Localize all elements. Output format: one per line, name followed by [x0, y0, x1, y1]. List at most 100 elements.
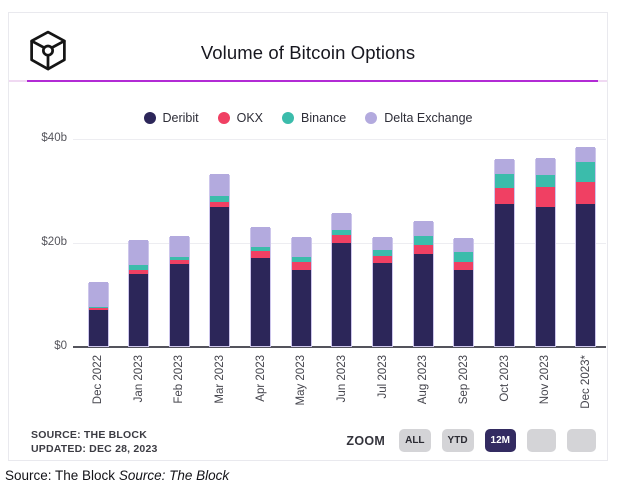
bar-segment-deribit[interactable] [210, 206, 230, 346]
bar-segment-okx[interactable] [88, 307, 108, 311]
bar-segment-deribit[interactable] [251, 258, 271, 346]
legend-item-deribit[interactable]: Deribit [143, 111, 199, 125]
source-caption-normal: Source: The Block [5, 468, 116, 483]
bar-segment-deribit[interactable] [88, 310, 108, 346]
page-title: Volume of Bitcoin Options [200, 42, 416, 63]
x-axis-label: Jun 2023 [335, 355, 348, 403]
bar-segment-okx[interactable] [332, 235, 352, 243]
bar-segment-deribit[interactable] [169, 263, 189, 346]
legend-label: Deribit [162, 111, 199, 125]
bar-segment-delta-exchange[interactable] [413, 221, 433, 236]
bar-segment-deribit[interactable] [413, 254, 433, 346]
bar-segment-binance[interactable] [576, 162, 596, 182]
y-axis-tick: $0 [54, 340, 67, 352]
bar-segment-binance[interactable] [535, 175, 555, 188]
bar-jul-2023[interactable] [372, 236, 394, 347]
zoom-button-ytd[interactable]: YTD [441, 429, 474, 452]
bar-dec-2022[interactable] [87, 281, 109, 347]
zoom-button-12m[interactable]: 12M [484, 429, 516, 452]
bar-segment-deribit[interactable] [291, 270, 311, 346]
bar-segment-delta-exchange[interactable] [332, 213, 352, 230]
bar-segment-delta-exchange[interactable] [454, 237, 474, 253]
zoom-button-blank[interactable] [567, 429, 596, 452]
bar-segment-binance[interactable] [454, 252, 474, 262]
x-axis-label: Dec 2023* [579, 355, 592, 409]
legend-dot-icon [217, 112, 230, 124]
bar-segment-delta-exchange[interactable] [495, 158, 515, 175]
legend-label: Binance [301, 111, 347, 125]
bar-segment-binance[interactable] [129, 265, 149, 270]
bar-segment-binance[interactable] [332, 229, 352, 236]
bar-apr-2023[interactable] [250, 227, 272, 347]
bar-segment-deribit[interactable] [129, 273, 149, 346]
bar-segment-binance[interactable] [495, 174, 515, 188]
bar-segment-okx[interactable] [251, 250, 271, 259]
x-axis-label: Jan 2023 [132, 355, 145, 403]
bar-segment-deribit[interactable] [454, 270, 474, 346]
bar-segment-okx[interactable] [495, 187, 515, 204]
bar-segment-delta-exchange[interactable] [88, 281, 108, 307]
bar-segment-deribit[interactable] [332, 242, 352, 346]
x-axis-label: May 2023 [295, 355, 308, 406]
x-axis-label: Oct 2023 [498, 355, 511, 402]
updated-line: UPDATED: DEC 28, 2023 [31, 443, 158, 455]
bar-segment-okx[interactable] [413, 245, 433, 255]
legend-item-okx[interactable]: OKX [217, 111, 263, 125]
bar-jun-2023[interactable] [331, 213, 353, 347]
bar-segment-okx[interactable] [169, 259, 189, 264]
the-block-logo-icon [30, 30, 66, 71]
bar-segment-okx[interactable] [373, 256, 393, 263]
zoom-label: ZOOM [346, 433, 386, 448]
bar-mar-2023[interactable] [209, 173, 231, 347]
zoom-button-all[interactable]: ALL [399, 429, 431, 452]
bar-feb-2023[interactable] [168, 235, 190, 347]
bar-segment-delta-exchange[interactable] [291, 236, 311, 257]
bar-segment-binance[interactable] [373, 249, 393, 257]
bar-oct-2023[interactable] [494, 158, 516, 347]
bar-segment-delta-exchange[interactable] [251, 227, 271, 247]
bar-dec-2023[interactable] [575, 147, 597, 347]
legend-item-binance[interactable]: Binance [282, 111, 346, 125]
bar-nov-2023[interactable] [534, 158, 556, 347]
legend-dot-icon [143, 112, 156, 124]
bar-segment-okx[interactable] [576, 181, 596, 204]
bar-may-2023[interactable] [290, 236, 312, 347]
bar-segment-binance[interactable] [88, 307, 108, 308]
legend-label: Delta Exchange [384, 111, 473, 125]
source-line: SOURCE: THE BLOCK [31, 429, 147, 441]
bar-sep-2023[interactable] [453, 237, 475, 347]
bar-segment-delta-exchange[interactable] [373, 236, 393, 250]
bar-segment-delta-exchange[interactable] [535, 158, 555, 176]
bar-segment-delta-exchange[interactable] [129, 240, 149, 266]
bar-segment-deribit[interactable] [576, 203, 596, 346]
bar-aug-2023[interactable] [412, 221, 434, 347]
x-axis-label: Feb 2023 [173, 355, 186, 404]
bar-segment-delta-exchange[interactable] [210, 173, 230, 196]
bar-segment-okx[interactable] [210, 201, 230, 207]
gridline [73, 139, 606, 140]
bar-segment-binance[interactable] [210, 195, 230, 202]
bar-jan-2023[interactable] [128, 240, 150, 347]
bar-segment-okx[interactable] [535, 187, 555, 208]
bar-segment-binance[interactable] [413, 235, 433, 246]
bar-segment-okx[interactable] [454, 261, 474, 271]
bar-segment-delta-exchange[interactable] [169, 235, 189, 257]
source-caption: Source: The Block Source: The Block [5, 468, 229, 483]
bar-segment-okx[interactable] [291, 261, 311, 271]
legend-dot-icon [365, 112, 378, 124]
bar-segment-deribit[interactable] [373, 262, 393, 346]
zoom-buttons: ALL YTD 12M [399, 429, 596, 452]
bar-segment-deribit[interactable] [535, 207, 555, 346]
bar-segment-binance[interactable] [251, 246, 271, 251]
bar-segment-binance[interactable] [291, 256, 311, 262]
x-axis-label: Aug 2023 [417, 355, 430, 405]
x-axis-line [73, 346, 606, 348]
bar-segment-binance[interactable] [169, 256, 189, 260]
bar-segment-delta-exchange[interactable] [576, 147, 596, 163]
bar-segment-deribit[interactable] [495, 203, 515, 346]
source-caption-italic: Source: The Block [118, 468, 230, 483]
zoom-button-blank[interactable] [527, 429, 556, 452]
bar-segment-okx[interactable] [129, 269, 149, 274]
legend-item-delta-exchange[interactable]: Delta Exchange [365, 111, 472, 125]
